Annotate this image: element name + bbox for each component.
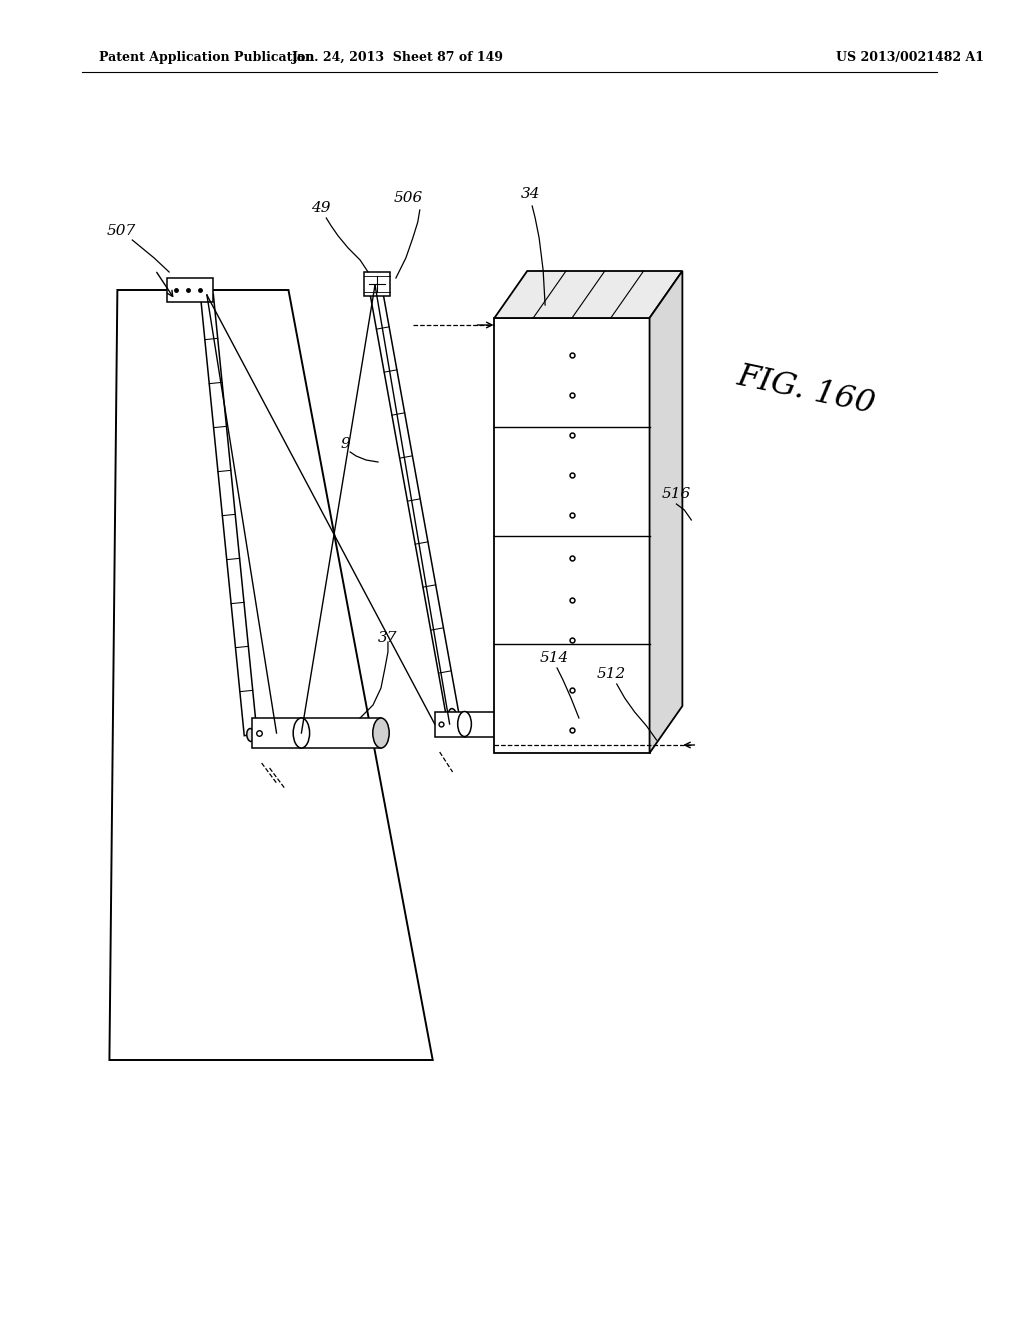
Ellipse shape	[373, 718, 389, 748]
Polygon shape	[495, 271, 682, 318]
Ellipse shape	[458, 711, 471, 737]
Text: Patent Application Publication: Patent Application Publication	[99, 51, 315, 65]
Ellipse shape	[371, 279, 379, 292]
Text: 512: 512	[597, 667, 626, 681]
Ellipse shape	[203, 289, 211, 301]
Polygon shape	[649, 271, 682, 752]
Polygon shape	[369, 284, 459, 717]
Text: 516: 516	[662, 487, 691, 502]
Text: Jan. 24, 2013  Sheet 87 of 149: Jan. 24, 2013 Sheet 87 of 149	[292, 51, 504, 65]
Polygon shape	[252, 718, 301, 748]
Ellipse shape	[247, 729, 255, 742]
Ellipse shape	[449, 709, 457, 722]
Ellipse shape	[293, 718, 309, 748]
Polygon shape	[365, 272, 390, 296]
Text: 9: 9	[340, 437, 350, 451]
Text: 37: 37	[378, 631, 397, 645]
Text: 49: 49	[311, 201, 331, 215]
Polygon shape	[465, 711, 519, 737]
Text: US 2013/0021482 A1: US 2013/0021482 A1	[836, 51, 984, 65]
Text: 506: 506	[394, 191, 423, 205]
Polygon shape	[495, 318, 649, 752]
Ellipse shape	[512, 711, 526, 737]
Polygon shape	[110, 290, 433, 1060]
Polygon shape	[201, 294, 257, 735]
Text: FIG. 160: FIG. 160	[733, 360, 878, 420]
Text: 34: 34	[521, 187, 541, 201]
Polygon shape	[167, 279, 213, 302]
Polygon shape	[301, 718, 381, 748]
Text: 514: 514	[540, 651, 569, 665]
Text: 507: 507	[106, 224, 136, 238]
Polygon shape	[435, 711, 465, 737]
